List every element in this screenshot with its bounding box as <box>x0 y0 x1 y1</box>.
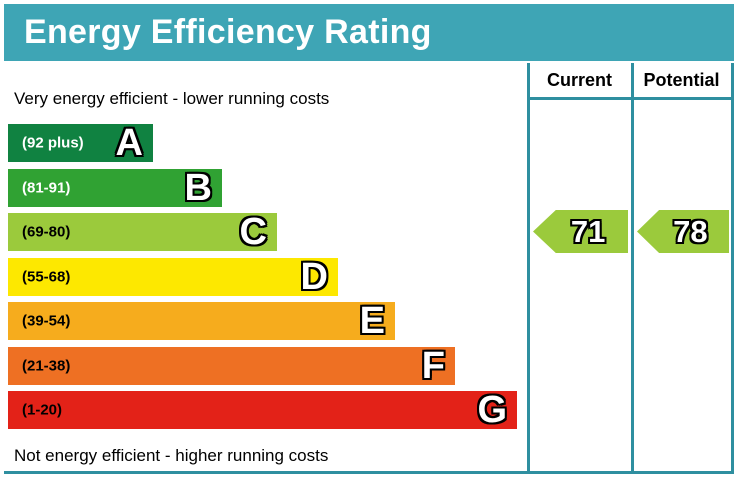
band-F: (21-38) F <box>8 347 455 385</box>
page-title: Energy Efficiency Rating <box>24 13 432 51</box>
band-E: (39-54) E <box>8 302 395 340</box>
band-range-label: (92 plus) <box>22 134 84 152</box>
band-B: (81-91) B <box>8 169 222 207</box>
current-column-header: Current <box>546 70 612 90</box>
band-letter: D <box>300 256 328 298</box>
band-range-label: (69-80) <box>22 223 71 241</box>
top-note: Very energy efficient - lower running co… <box>14 89 330 108</box>
current-rating-arrow: 71 <box>533 210 628 253</box>
band-range-label: (81-91) <box>22 179 71 197</box>
potential-column-header: Potential <box>643 70 720 90</box>
band-letter: E <box>359 300 385 342</box>
band-range-label: (1-20) <box>22 401 63 419</box>
bottom-note: Not energy efficient - higher running co… <box>14 446 329 465</box>
band-A: (92 plus) A <box>8 124 153 162</box>
band-letter: C <box>239 211 267 253</box>
column-divider-middle <box>631 63 634 474</box>
column-divider-left <box>527 63 530 474</box>
band-letter: A <box>115 122 143 164</box>
band-letter: F <box>421 345 445 387</box>
band-range-label: (55-68) <box>22 268 71 286</box>
band-G: (1-20) G <box>8 391 517 429</box>
band-range-label: (39-54) <box>22 312 71 330</box>
band-C: (69-80) C <box>8 213 277 251</box>
header-underline <box>527 97 734 100</box>
band-letter: G <box>477 389 507 431</box>
column-divider-right <box>731 63 734 474</box>
potential-rating-arrow: 78 <box>637 210 729 253</box>
bands: (92 plus) A (81-91) B (69-80) C (55-68) D (39-54… <box>8 124 530 430</box>
band-range-label: (21-38) <box>22 357 71 375</box>
bottom-border <box>4 471 734 474</box>
band-letter: B <box>184 167 212 209</box>
band-D: (55-68) D <box>8 258 338 296</box>
current-rating-value: 71 <box>570 213 606 249</box>
title-bar: Energy Efficiency Rating <box>4 4 734 61</box>
potential-rating-value: 78 <box>673 213 708 249</box>
